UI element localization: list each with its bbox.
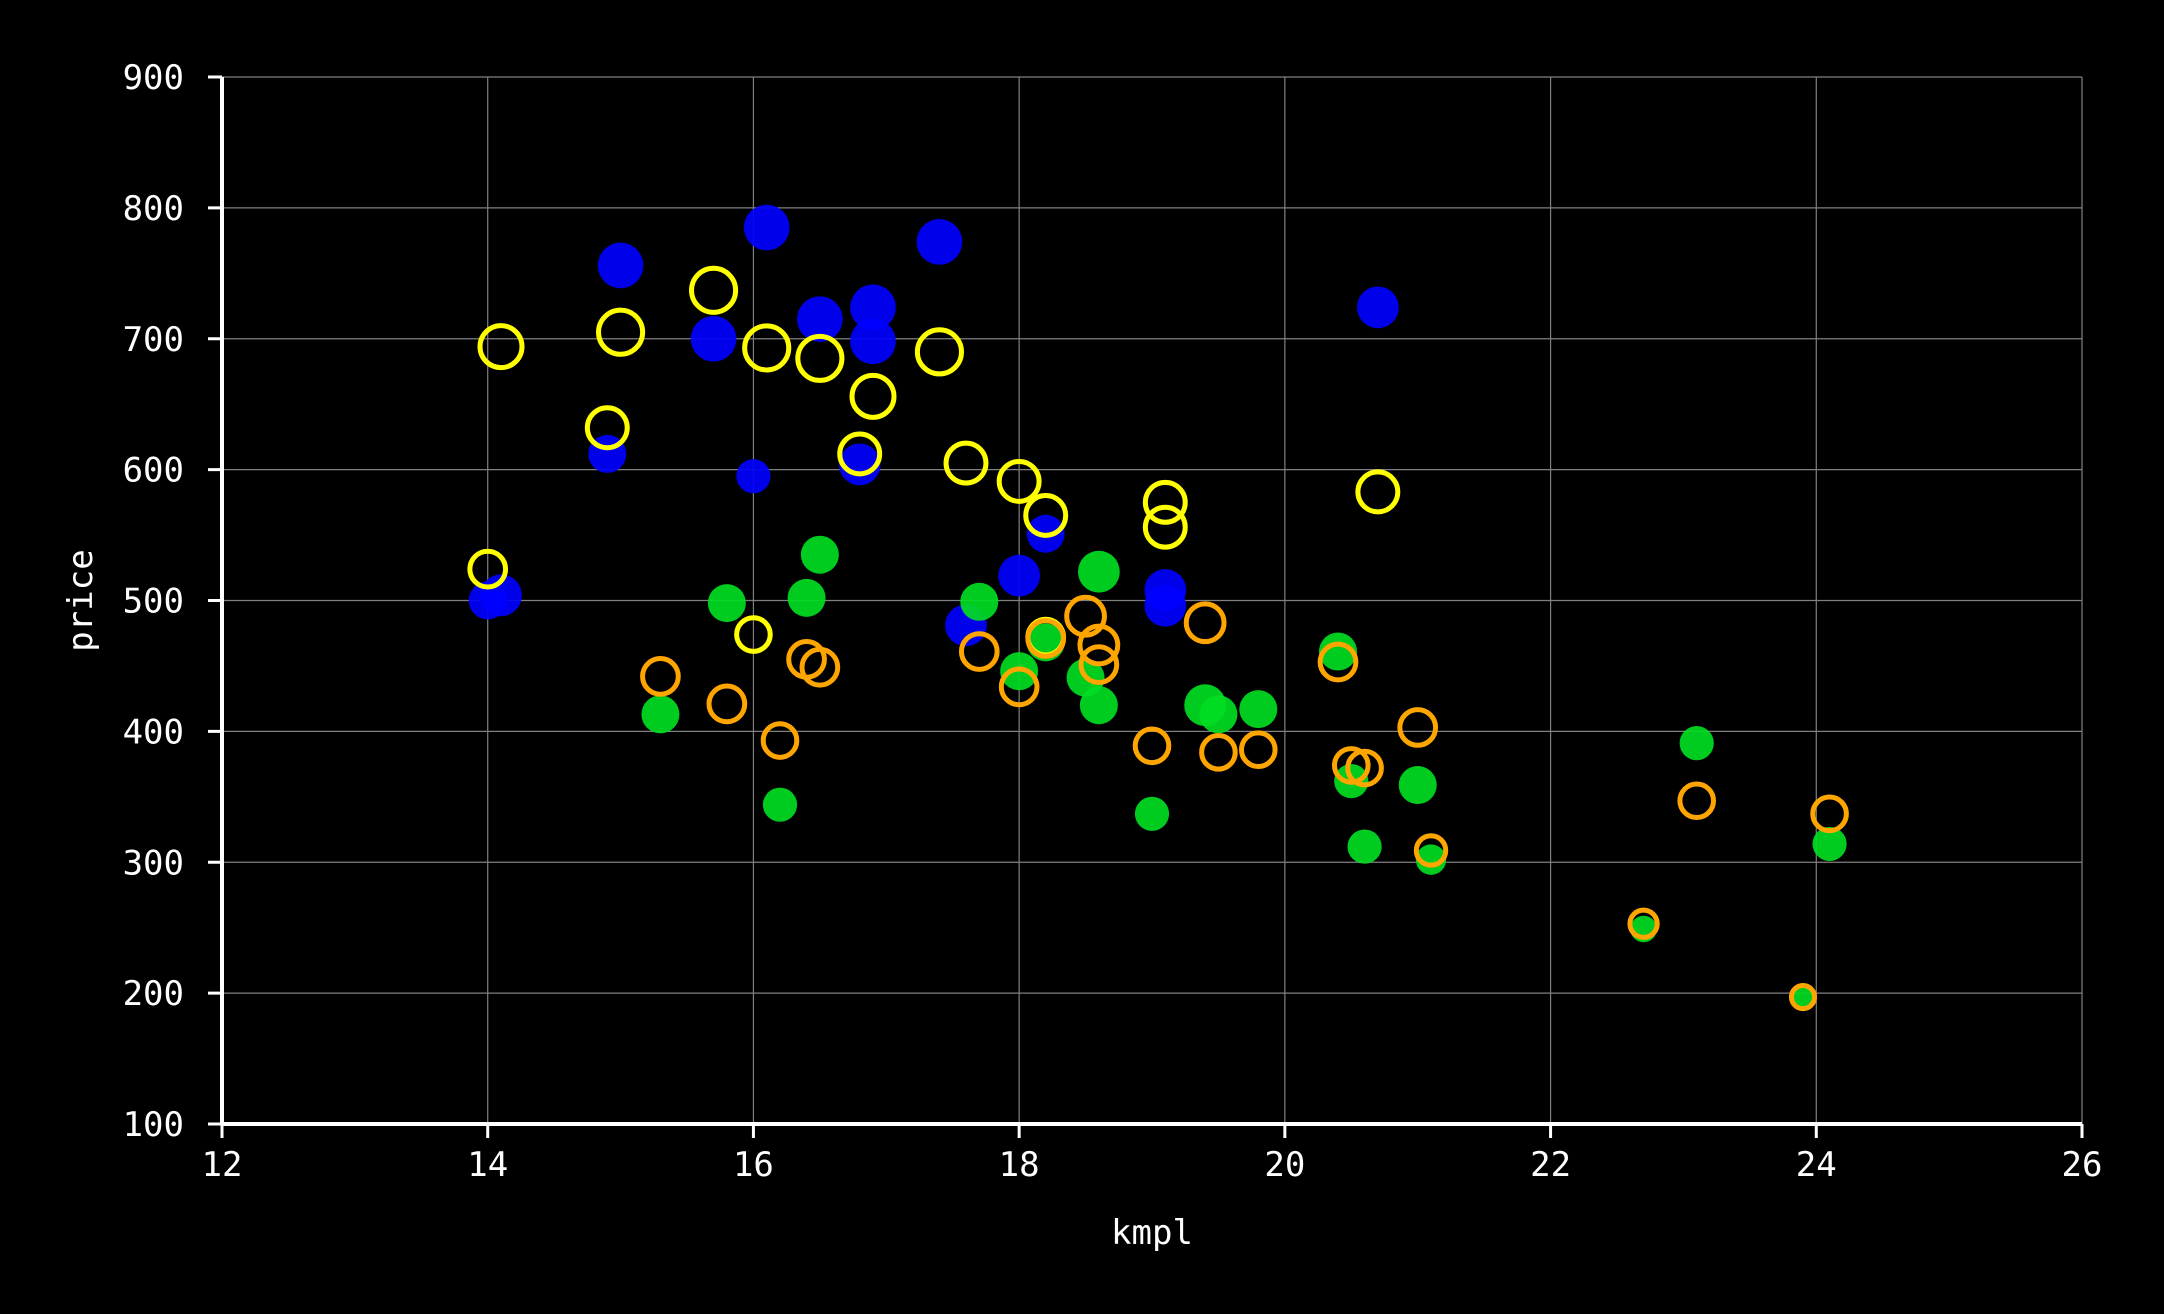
- scatter-point-hollow: [1345, 748, 1384, 788]
- scatter-point: [743, 204, 790, 251]
- y-tick-label: 100: [123, 1105, 184, 1145]
- scatter-point-hollow: [1397, 707, 1439, 748]
- scatter-point-hollow: [1199, 733, 1238, 772]
- scatter-point: [850, 284, 896, 331]
- scatter-point-hollow: [849, 372, 897, 420]
- scatter-point-hollow: [1810, 794, 1849, 834]
- y-tick-label: 800: [123, 189, 184, 229]
- scatter-point: [1144, 584, 1187, 627]
- scatter-point-hollow: [914, 327, 964, 377]
- y-axis-title: price: [61, 549, 101, 651]
- scatter-point-hollow: [706, 683, 748, 725]
- scatter-point-hollow: [1142, 479, 1188, 525]
- scatter-point: [1679, 726, 1714, 761]
- scatter-point-hollow: [640, 656, 681, 697]
- scatter-point: [1347, 829, 1382, 864]
- scatter-point: [707, 584, 746, 623]
- scatter-point: [597, 242, 644, 289]
- scatter-point-hollow: [1025, 618, 1067, 659]
- scatter-point-hollow: [734, 615, 773, 654]
- scatter-point: [762, 787, 798, 822]
- scatter-point-hollow: [837, 431, 883, 477]
- scatter-point: [1319, 632, 1357, 671]
- y-tick-label: 700: [123, 320, 184, 360]
- scatter-point-hollow: [958, 631, 1000, 672]
- scatter-point-hollow: [1677, 781, 1717, 821]
- x-tick-label: 20: [1264, 1145, 1305, 1185]
- scatter-point: [1079, 686, 1118, 725]
- scatter-point: [1791, 985, 1815, 1009]
- scatter-point: [1239, 690, 1278, 729]
- scatter-point-hollow: [760, 721, 800, 760]
- scatter-point-hollow: [795, 333, 845, 383]
- scatter-point: [736, 459, 771, 494]
- scatter-point-hollow: [943, 440, 989, 486]
- scatter-point: [1356, 286, 1399, 329]
- x-tick-label: 12: [202, 1145, 243, 1185]
- scatter-point-hollow: [1413, 833, 1449, 868]
- scatter-point-hollow: [996, 458, 1042, 504]
- scatter-point: [998, 554, 1041, 597]
- scatter-point-hollow: [1627, 907, 1660, 940]
- scatter-point: [800, 535, 839, 574]
- x-tick-label: 22: [1530, 1145, 1571, 1185]
- x-tick-label: 16: [733, 1145, 774, 1185]
- scatter-point: [1077, 550, 1120, 593]
- scatter-point-hollow: [742, 323, 792, 373]
- scatter-point-hollow: [1788, 983, 1818, 1012]
- tick-labels: 12 14 16 18 20 22 24 26 100 200 300 400 500 600 700 800…: [123, 58, 2103, 1185]
- scatter-point-hollow: [584, 405, 630, 451]
- scatter-point-hollow: [1078, 644, 1120, 685]
- x-tick-label: 18: [999, 1145, 1040, 1185]
- axes: [208, 75, 2084, 1138]
- y-tick-label: 900: [123, 58, 184, 98]
- x-tick-label: 24: [1796, 1145, 1837, 1185]
- scatter-point: [690, 315, 737, 362]
- y-tick-label: 300: [123, 843, 184, 883]
- scatter-point-hollow: [1238, 730, 1278, 769]
- scatter-point: [787, 578, 826, 617]
- scatter-point-hollow: [596, 307, 646, 357]
- scatter-point-hollow: [1317, 641, 1359, 683]
- scatter-point: [916, 219, 963, 265]
- scatter-point-hollow: [998, 666, 1040, 708]
- scatter-point: [641, 695, 680, 734]
- scatter-point-hollow: [477, 323, 525, 371]
- scatter-point: [1134, 796, 1170, 831]
- scatter-point-hollow: [1183, 601, 1227, 645]
- scatter-point-hollow: [1142, 504, 1188, 550]
- scatter-point: [850, 318, 896, 365]
- y-tick-label: 400: [123, 712, 184, 752]
- scatter-point: [1199, 695, 1238, 734]
- x-tick-label: 14: [467, 1145, 508, 1185]
- scatter-point: [960, 582, 999, 621]
- scatter-point-hollow: [1023, 492, 1069, 538]
- scatter-point-hollow: [1132, 726, 1172, 766]
- scatter-point-hollow: [1355, 469, 1401, 515]
- y-tick-label: 500: [123, 582, 184, 622]
- scatter-point-hollow: [467, 548, 509, 590]
- scatter-point: [1812, 826, 1847, 862]
- x-axis-title: kmpl: [1111, 1213, 1193, 1253]
- data-points: [467, 204, 1849, 1012]
- scatter-point-hollow: [1331, 746, 1371, 785]
- x-tick-label: 26: [2062, 1145, 2103, 1185]
- y-tick-label: 600: [123, 451, 184, 491]
- scatter-point-hollow: [689, 265, 739, 315]
- scatter-point: [1398, 766, 1437, 805]
- y-tick-label: 200: [123, 974, 184, 1014]
- scatter-point: [838, 443, 881, 486]
- scatter-point: [1415, 844, 1447, 875]
- scatter-point-hollow: [799, 646, 841, 688]
- scatter-point-hollow: [1077, 623, 1121, 667]
- scatter-point: [797, 296, 843, 342]
